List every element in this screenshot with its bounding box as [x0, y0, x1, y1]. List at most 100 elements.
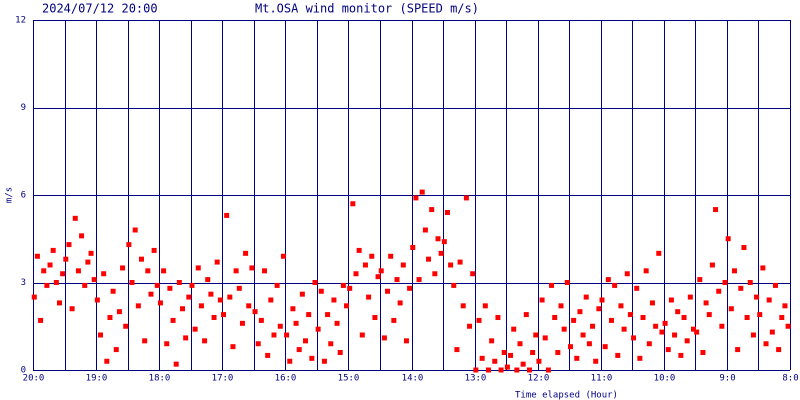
point — [344, 303, 350, 309]
point — [268, 297, 274, 303]
point — [258, 317, 264, 323]
point — [769, 329, 775, 335]
point — [97, 332, 103, 338]
point — [139, 256, 145, 262]
point — [763, 341, 769, 347]
point — [120, 265, 126, 271]
point — [735, 347, 741, 353]
point — [709, 262, 715, 268]
point — [69, 306, 75, 312]
point — [482, 303, 488, 309]
point — [388, 253, 394, 259]
point — [359, 332, 365, 338]
point — [700, 350, 706, 355]
point — [53, 280, 59, 285]
y-tick-label: 6 — [21, 191, 26, 201]
point — [722, 280, 728, 285]
x-tick-label: 15:0 — [338, 374, 360, 384]
point — [785, 323, 791, 329]
point — [353, 271, 359, 277]
point — [202, 338, 208, 344]
point — [580, 332, 586, 338]
point — [221, 312, 227, 318]
point — [400, 262, 406, 268]
point — [331, 297, 337, 303]
point — [104, 358, 110, 364]
point — [309, 355, 315, 361]
point — [195, 265, 201, 271]
point — [397, 300, 403, 306]
point — [164, 341, 170, 347]
point — [754, 294, 760, 300]
point — [640, 315, 646, 320]
point — [63, 256, 69, 262]
point — [299, 291, 305, 297]
point — [435, 236, 441, 242]
point — [567, 344, 573, 350]
point — [605, 277, 611, 283]
point — [328, 341, 334, 347]
point — [148, 291, 154, 297]
point — [293, 320, 299, 326]
point — [217, 297, 223, 303]
point — [460, 303, 466, 309]
point — [776, 347, 782, 353]
point — [176, 280, 182, 285]
point — [558, 303, 564, 309]
point — [608, 317, 614, 323]
point — [375, 274, 381, 280]
point — [246, 303, 252, 309]
point — [192, 326, 198, 332]
point — [665, 347, 671, 353]
point — [690, 326, 696, 332]
point — [782, 303, 788, 309]
point — [530, 350, 536, 355]
x-tick-label: 11:0 — [591, 374, 613, 384]
point — [561, 326, 567, 332]
point — [662, 320, 668, 326]
point — [66, 242, 72, 248]
y-tick-label: 3 — [21, 278, 26, 288]
point — [208, 291, 214, 297]
point — [334, 320, 340, 326]
point — [542, 335, 548, 341]
point — [656, 250, 662, 256]
point — [214, 259, 220, 265]
point — [501, 350, 507, 355]
point — [186, 294, 192, 300]
point — [618, 303, 624, 309]
point — [416, 277, 422, 283]
y-tick-label: 9 — [21, 103, 26, 113]
point — [593, 358, 599, 364]
x-tick-label: 18:0 — [149, 374, 171, 384]
point — [350, 201, 356, 207]
point — [454, 347, 460, 353]
point — [82, 282, 88, 288]
point — [438, 250, 444, 256]
points — [31, 189, 791, 373]
point — [154, 282, 160, 288]
point — [407, 285, 413, 291]
point — [643, 268, 649, 274]
point — [381, 335, 387, 341]
point — [123, 323, 129, 329]
point — [583, 294, 589, 300]
point — [485, 367, 491, 373]
point — [448, 262, 454, 268]
point — [180, 306, 186, 312]
point — [470, 271, 476, 277]
point — [94, 297, 100, 303]
point — [451, 282, 457, 288]
y-tick-label: 0 — [21, 366, 26, 376]
point — [653, 323, 659, 329]
point — [107, 315, 113, 320]
point — [356, 247, 362, 253]
point — [198, 303, 204, 309]
point — [514, 367, 520, 373]
point — [504, 364, 510, 370]
point — [85, 259, 91, 265]
point — [596, 306, 602, 312]
point — [170, 317, 176, 323]
point — [101, 271, 107, 277]
